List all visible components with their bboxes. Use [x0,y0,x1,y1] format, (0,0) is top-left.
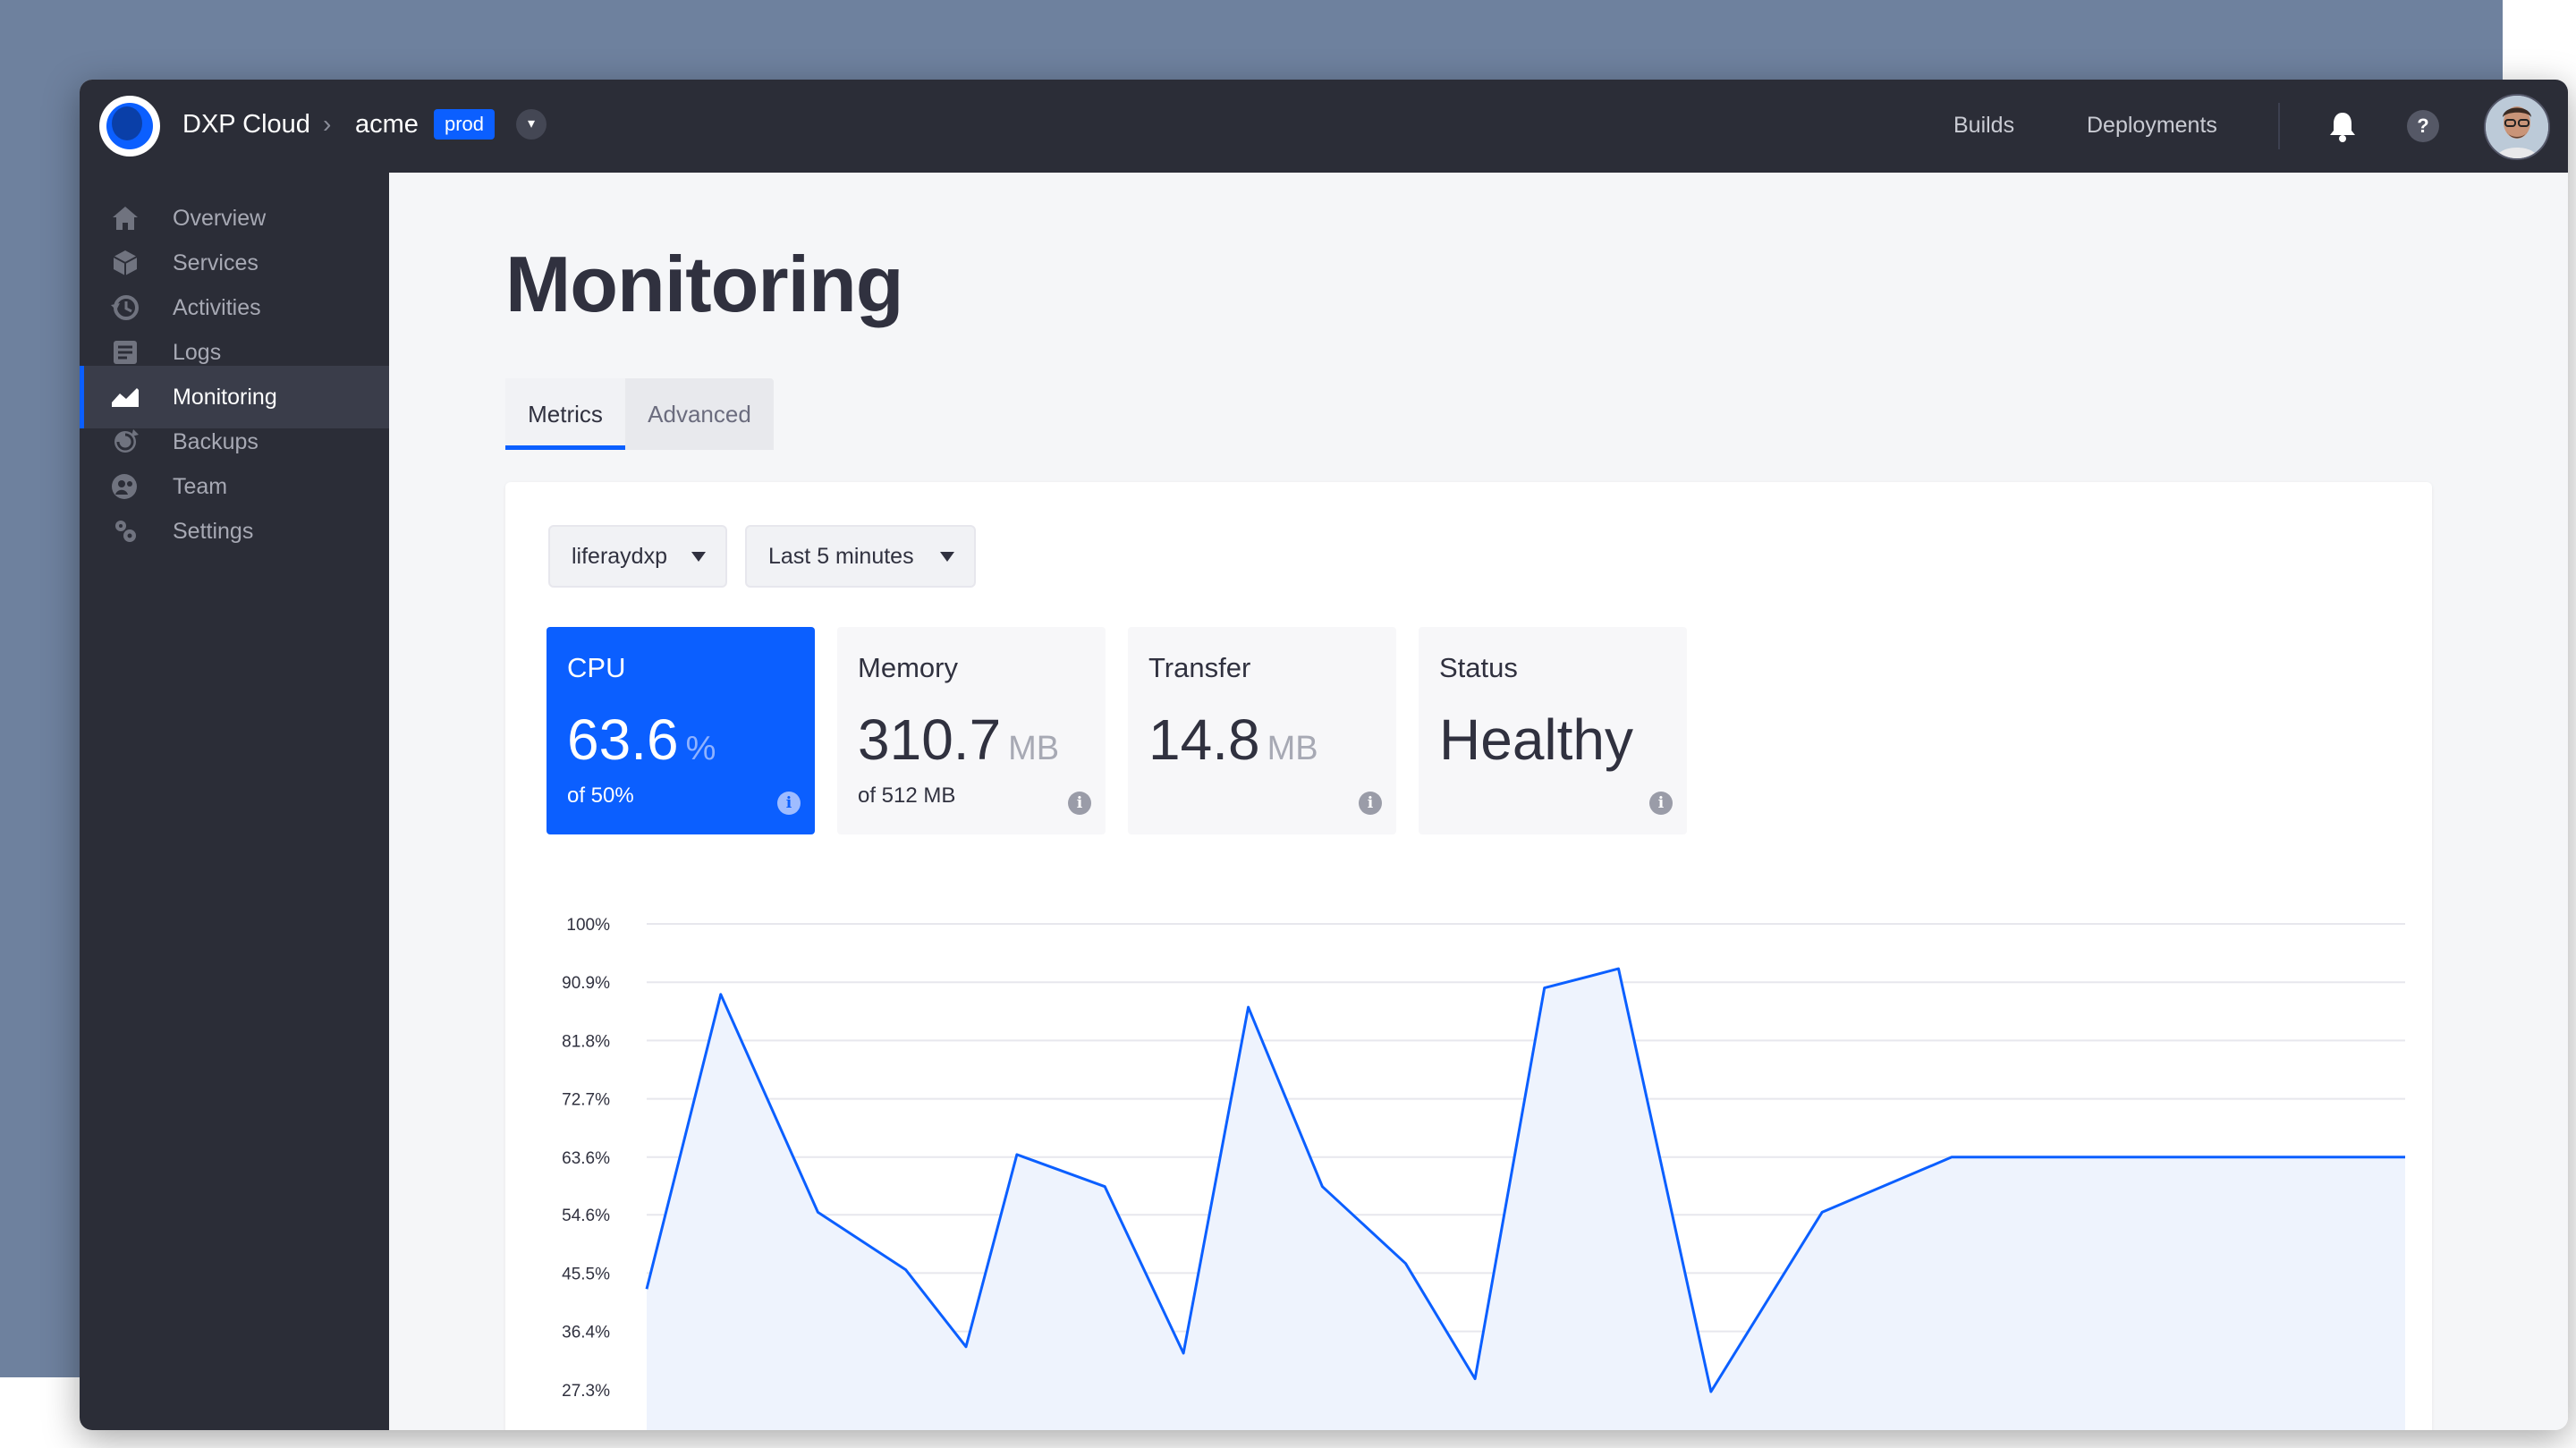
main-content: Monitoring Metrics Advanced liferaydxp L… [389,173,2568,1430]
y-tick-label: 36.4% [562,1324,610,1342]
sidebar: Overview Services Activities Logs [80,173,389,1430]
breadcrumb-app[interactable]: DXP Cloud [182,110,310,139]
cube-icon [113,250,138,275]
avatar[interactable] [2484,94,2550,160]
cpu-line [645,967,2405,1393]
time-range-select[interactable]: Last 5 minutes [745,525,976,588]
metric-name: Memory [858,652,958,683]
topbar-divider [2278,103,2280,149]
metric-name: Status [1439,652,1518,683]
bell-icon[interactable] [2325,108,2360,144]
sidebar-item-activities[interactable]: Activities [80,276,389,339]
sidebar-item-settings[interactable]: Settings [80,500,389,563]
sidebar-item-label: Team [173,474,228,499]
metric-card-transfer[interactable]: Transfer 14.8 MB i [1128,627,1396,834]
metric-limit: of 50% [567,783,634,808]
logo-ring [106,103,153,149]
sidebar-item-label: Activities [173,295,261,320]
nav-deployments[interactable]: Deployments [2087,113,2217,138]
sidebar-item-team[interactable]: Team [80,455,389,518]
info-icon[interactable]: i [777,792,801,815]
metric-value: 63.6% [567,704,716,784]
sidebar-item-monitoring[interactable]: Monitoring [80,366,389,428]
y-tick-label: 100% [566,916,610,935]
cpu-chart: 100% 90.9% 81.8% 72.7% 63.6% 54.6% 45.5% 36.4% 2… [562,916,2406,1430]
tab-advanced[interactable]: Advanced [648,401,751,428]
sidebar-item-label: Backups [173,429,258,454]
y-tick-label: 90.9% [562,974,610,993]
y-tick-label: 54.6% [562,1207,610,1225]
tab-metrics[interactable]: Metrics [505,378,625,450]
service-select[interactable]: liferaydxp [548,525,727,588]
nav-builds[interactable]: Builds [1953,113,2015,138]
sidebar-item-label: Overview [173,206,267,231]
metric-name: CPU [567,652,626,683]
info-icon[interactable]: i [1068,792,1091,815]
team-icon [112,474,137,499]
history-icon [111,295,139,320]
metric-unit: MB [1008,730,1060,767]
sidebar-item-label: Logs [173,340,222,365]
breadcrumb-project[interactable]: acme [355,110,419,139]
sidebar-item-label: Services [173,250,258,275]
chart-icon [112,388,139,407]
metric-unit: % [685,730,716,767]
y-tick-label: 72.7% [562,1091,610,1110]
service-select-value: liferaydxp [572,544,667,569]
home-icon [113,207,138,230]
sidebar-item-services[interactable]: Services [80,232,389,294]
sidebar-item-backups[interactable]: Backups [80,411,389,473]
metrics-panel: liferaydxp Last 5 minutes CPU 63.6% of 5… [505,482,2432,1430]
sidebar-item-logs[interactable]: Logs [80,321,389,384]
metric-value: Healthy [1439,704,1633,775]
cpu-area [647,969,2405,1430]
metric-unit: MB [1267,730,1318,767]
breadcrumb-separator-icon: › [323,110,332,138]
y-tick-label: 45.5% [562,1265,610,1283]
page-title: Monitoring [505,240,904,328]
logs-icon [114,341,137,364]
metric-number: 310.7 [858,707,1002,772]
backup-icon [114,429,139,453]
metric-value: 14.8 MB [1148,704,1318,784]
metric-number: Healthy [1439,707,1633,772]
time-range-value: Last 5 minutes [768,544,914,569]
caret-down-icon [940,552,954,562]
metric-card-memory[interactable]: Memory 310.7 MB of 512 MB i [837,627,1106,834]
sidebar-item-label: Monitoring [173,385,277,410]
logo-core [112,106,142,140]
avatar-portrait-icon [2486,96,2548,158]
metric-number: 63.6 [567,707,679,772]
app-window: DXP Cloud › acme prod ▾ Builds Deploymen… [80,80,2568,1430]
dxp-logo[interactable] [99,96,160,157]
environment-badge[interactable]: prod [434,109,496,140]
caret-down-icon [691,552,706,562]
tab-bar: Metrics Advanced [505,378,774,450]
metric-card-cpu[interactable]: CPU 63.6% of 50% i [547,627,815,834]
info-icon[interactable]: i [1649,792,1673,815]
chevron-down-icon[interactable]: ▾ [516,109,547,140]
help-icon[interactable]: ? [2407,110,2439,142]
metric-limit: of 512 MB [858,783,956,808]
metric-card-status[interactable]: Status Healthy i [1419,627,1687,834]
metric-name: Transfer [1148,652,1251,683]
settings-icon [115,521,136,542]
y-tick-label: 81.8% [562,1032,610,1051]
sidebar-item-overview[interactable]: Overview [80,187,389,250]
metric-number: 14.8 [1148,707,1260,772]
top-bar: DXP Cloud › acme prod ▾ Builds Deploymen… [80,80,2568,173]
info-icon[interactable]: i [1359,792,1382,815]
metric-value: 310.7 MB [858,704,1059,784]
sidebar-item-label: Settings [173,519,254,544]
y-tick-label: 27.3% [562,1382,610,1401]
y-tick-label: 63.6% [562,1149,610,1168]
